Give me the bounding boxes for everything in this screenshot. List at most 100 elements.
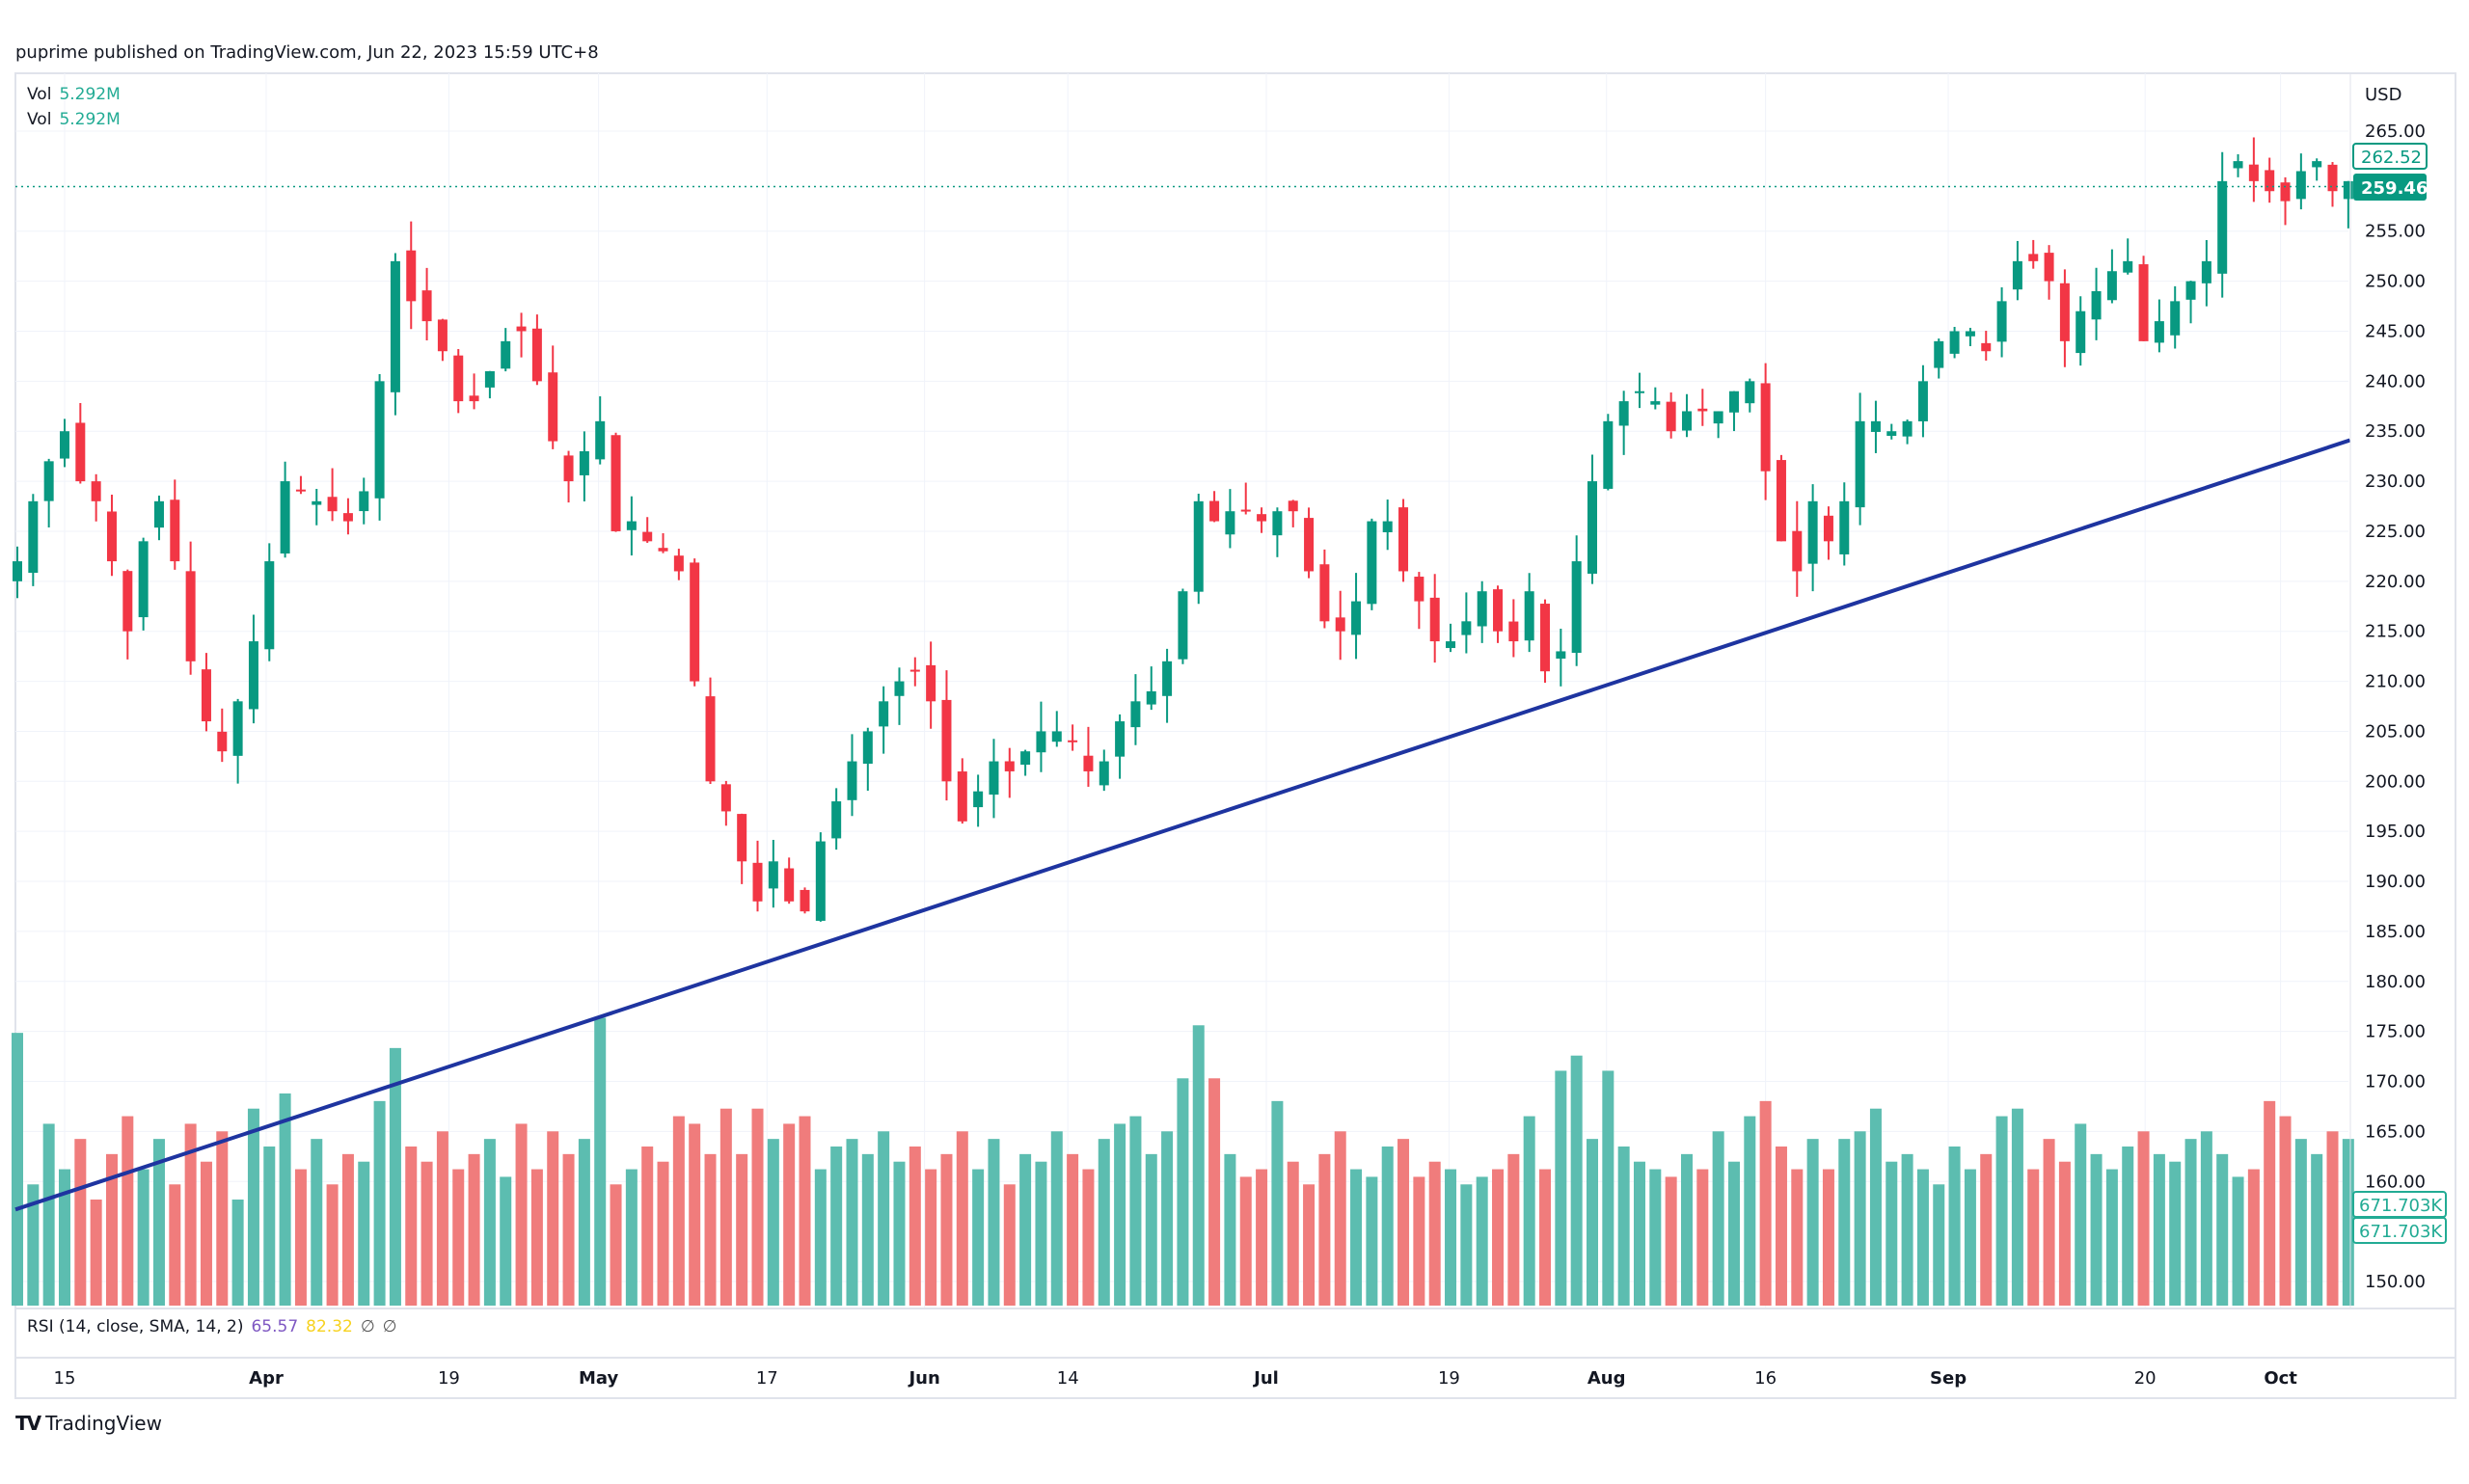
candle <box>1666 392 1676 439</box>
price-tick: 220.00 <box>2365 572 2426 592</box>
volume-bar <box>279 1093 291 1306</box>
candle <box>1193 494 1204 605</box>
candle <box>2327 162 2338 207</box>
volume-bar <box>294 1169 307 1306</box>
candle-body <box>2044 253 2054 282</box>
candle-body <box>232 701 243 756</box>
volume-bar <box>58 1169 70 1306</box>
candle <box>1902 419 1913 445</box>
volume-bar <box>1523 1116 1535 1306</box>
price-axis[interactable]: USD 265.00 255.00 250.00 245.00 240.00 235.00… <box>2365 85 2426 1292</box>
candle-body <box>1446 641 1456 649</box>
price-tick: 230.00 <box>2365 472 2426 492</box>
candle-body <box>1099 761 1109 786</box>
volume-bar <box>1003 1184 1016 1306</box>
time-tick: 19 <box>438 1368 460 1389</box>
legend-volume-1[interactable]: Vol 5.292M <box>27 85 121 104</box>
candle-body <box>501 340 511 369</box>
candle <box>1162 648 1173 723</box>
candle <box>2217 151 2228 298</box>
candle-body <box>894 681 905 696</box>
candle <box>720 780 731 826</box>
candle <box>1540 599 1551 683</box>
volume-bar <box>751 1108 764 1306</box>
volume-bar <box>2058 1161 2071 1306</box>
candle-body <box>2295 171 2306 200</box>
candle-body <box>2233 161 2243 169</box>
volume-bar <box>1476 1176 1488 1306</box>
time-tick: Jul <box>1252 1368 1279 1389</box>
candle <box>1288 499 1298 527</box>
candle-body <box>1728 391 1739 413</box>
tradingview-logo[interactable]: TV TradingView <box>15 1412 162 1435</box>
candle-body <box>1351 601 1362 635</box>
candle-body <box>1996 301 2007 342</box>
time-axis[interactable]: 15 Apr 19 May 17 Jun 14 Jul 19 Aug 16 Sep 20 Oct <box>54 1368 2298 1389</box>
candle <box>1650 387 1661 410</box>
candle <box>1051 711 1062 747</box>
candle <box>1681 393 1692 438</box>
candle-body <box>1524 591 1534 641</box>
volume-bar <box>530 1169 543 1306</box>
candle-body <box>1036 731 1046 753</box>
candle <box>1745 378 1755 413</box>
candle <box>59 418 69 468</box>
candle-body <box>264 561 275 650</box>
volume-bar <box>2027 1169 2040 1306</box>
candle <box>1618 391 1629 455</box>
candle-body <box>1398 507 1409 572</box>
volume-bar <box>1901 1153 1913 1306</box>
time-tick: May <box>579 1368 619 1389</box>
candle-body <box>469 395 479 402</box>
price-tick: 195.00 <box>2365 822 2426 842</box>
trendline[interactable] <box>14 438 2351 1212</box>
candle-body <box>1792 530 1803 572</box>
volume-bar <box>2153 1153 2165 1306</box>
volume-bar <box>2105 1169 2118 1306</box>
candle <box>800 887 810 914</box>
candle <box>484 370 495 399</box>
volume-bar <box>2184 1139 2197 1306</box>
candle-body <box>1760 383 1771 472</box>
candle-body <box>579 450 589 475</box>
candle-body <box>2265 170 2275 192</box>
candle <box>1524 573 1534 653</box>
candle <box>2248 137 2259 202</box>
volume-bar <box>1129 1116 1142 1306</box>
price-tick: 255.00 <box>2365 222 2426 242</box>
price-tick: 185.00 <box>2365 922 2426 942</box>
volume-bar <box>547 1131 559 1306</box>
candle-body <box>122 571 133 632</box>
rsi-label: RSI (14, close, SMA, 14, 2) <box>27 1317 244 1336</box>
legend-volume-2[interactable]: Vol 5.292M <box>27 110 121 129</box>
candle-body <box>1697 408 1708 412</box>
candle <box>153 495 164 541</box>
volume-bar <box>2075 1123 2087 1306</box>
volume-bar <box>2011 1108 2023 1306</box>
candle <box>957 758 967 824</box>
candle <box>2295 153 2306 210</box>
volume-bar <box>1838 1139 1851 1306</box>
candle <box>1713 411 1723 439</box>
candle <box>1446 623 1456 653</box>
candle <box>579 431 589 501</box>
candle-body <box>374 381 385 499</box>
candle-body <box>13 561 22 581</box>
candle <box>610 432 621 532</box>
candle-body <box>2154 321 2164 343</box>
candle-body <box>1603 420 1614 489</box>
volume-bar <box>105 1153 118 1306</box>
volume-bar <box>2169 1161 2182 1306</box>
candle-body <box>1240 509 1251 512</box>
candle <box>941 670 952 801</box>
price-tick: 265.00 <box>2365 121 2426 142</box>
volume-bar <box>1019 1153 1032 1306</box>
rsi-legend[interactable]: RSI (14, close, SMA, 14, 2) 65.57 82.32 ∅ ∅ <box>27 1317 396 1336</box>
price-tick: 250.00 <box>2365 272 2426 292</box>
volume-bar <box>846 1139 858 1306</box>
candle <box>1068 724 1078 751</box>
legend-value: 5.292M <box>59 110 121 129</box>
volume-bar <box>704 1153 717 1306</box>
candle-body <box>2123 260 2133 273</box>
